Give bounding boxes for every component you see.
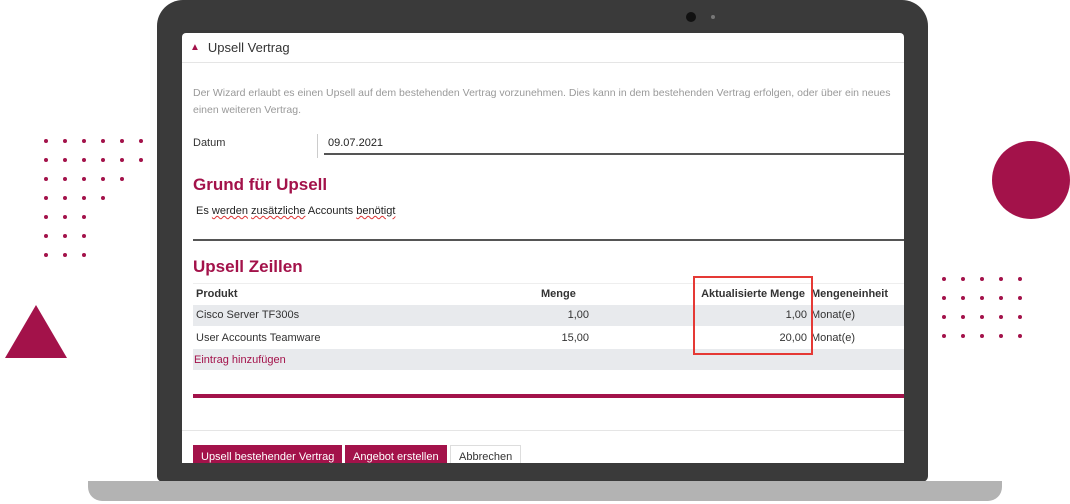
dialog-title: Upsell Vertrag bbox=[207, 40, 290, 55]
decor-dot bbox=[980, 315, 984, 319]
decor-dot bbox=[63, 177, 67, 181]
cell-unit: Monat(e) bbox=[811, 326, 904, 349]
decor-dot bbox=[63, 196, 67, 200]
cell-qty: 1,00 bbox=[493, 304, 593, 327]
highlight-box bbox=[693, 276, 813, 355]
decor-dot bbox=[999, 315, 1003, 319]
decor-triangle bbox=[5, 305, 67, 358]
cell-updated-qty[interactable]: 1,00 bbox=[593, 304, 811, 327]
col-menge: Menge bbox=[493, 283, 593, 305]
date-label: Datum bbox=[193, 137, 226, 149]
decor-dot bbox=[63, 215, 67, 219]
decor-dot bbox=[63, 253, 67, 257]
decor-dot bbox=[82, 139, 86, 143]
word: zusätzliche bbox=[251, 205, 306, 217]
decor-circle bbox=[992, 141, 1070, 219]
decor-dot bbox=[999, 334, 1003, 338]
decor-dot bbox=[942, 315, 946, 319]
cancel-button[interactable]: Abbrechen bbox=[450, 445, 522, 463]
col-mengeneinheit: Mengeneinheit bbox=[811, 283, 904, 305]
create-offer-button[interactable]: Angebot erstellen bbox=[345, 445, 447, 463]
upsell-lines-table: Produkt Menge Aktualisierte Menge Mengen… bbox=[193, 283, 904, 371]
table-row[interactable]: Cisco Server TF300s 1,00 1,00 Monat(e) bbox=[193, 304, 904, 327]
divider bbox=[193, 394, 904, 398]
decor-dot bbox=[961, 315, 965, 319]
decor-dot bbox=[1018, 334, 1022, 338]
decor-dot bbox=[44, 196, 48, 200]
decor-dot bbox=[44, 177, 48, 181]
decor-dot bbox=[44, 139, 48, 143]
decor-dot bbox=[942, 277, 946, 281]
dialog: ▲ Upsell Vertrag Der Wizard erlaubt es e… bbox=[182, 33, 904, 463]
decor-dot bbox=[101, 139, 105, 143]
word: Es bbox=[196, 205, 209, 217]
camera-icon bbox=[686, 12, 696, 22]
decor-dot bbox=[999, 296, 1003, 300]
decor-dot bbox=[82, 158, 86, 162]
decor-dot bbox=[120, 158, 124, 162]
decor-dot bbox=[44, 253, 48, 257]
reason-heading: Grund für Upsell bbox=[193, 175, 328, 194]
decor-dot bbox=[101, 158, 105, 162]
decor-dot bbox=[120, 177, 124, 181]
lines-heading: Upsell Zeillen bbox=[193, 257, 303, 276]
decor-dot bbox=[82, 215, 86, 219]
decor-dot bbox=[82, 234, 86, 238]
date-input[interactable]: 09.07.2021 bbox=[324, 137, 904, 155]
word: Accounts bbox=[307, 205, 354, 217]
table-row[interactable]: User Accounts Teamware 15,00 20,00 Monat… bbox=[193, 326, 904, 349]
gift-icon: ▲ bbox=[190, 42, 200, 53]
decor-dot bbox=[63, 139, 67, 143]
cell-product: Cisco Server TF300s bbox=[193, 304, 493, 327]
decor-dot bbox=[101, 196, 105, 200]
dialog-header: ▲ Upsell Vertrag bbox=[182, 33, 904, 63]
cell-updated-qty[interactable]: 20,00 bbox=[593, 326, 811, 349]
decor-dot bbox=[1018, 315, 1022, 319]
decor-dot bbox=[44, 215, 48, 219]
word: werden bbox=[211, 205, 248, 217]
decor-dot bbox=[44, 158, 48, 162]
decor-dot bbox=[139, 139, 143, 143]
decor-dot bbox=[961, 296, 965, 300]
sensor-icon bbox=[711, 15, 715, 19]
cell-unit: Monat(e) bbox=[811, 304, 904, 327]
decor-dot bbox=[63, 158, 67, 162]
decor-dot bbox=[999, 277, 1003, 281]
description: Der Wizard erlaubt es einen Upsell auf d… bbox=[193, 87, 891, 116]
decor-dot bbox=[980, 296, 984, 300]
word: benötigt bbox=[356, 205, 396, 217]
col-produkt: Produkt bbox=[193, 283, 493, 305]
upsell-existing-button[interactable]: Upsell bestehender Vertrag bbox=[193, 445, 343, 463]
divider bbox=[182, 430, 904, 431]
decor-dot bbox=[942, 296, 946, 300]
decor-dot bbox=[1018, 296, 1022, 300]
decor-dot bbox=[82, 253, 86, 257]
decor-dot bbox=[980, 334, 984, 338]
decor-dot bbox=[82, 196, 86, 200]
cell-qty: 15,00 bbox=[493, 326, 593, 349]
decor-dot bbox=[139, 158, 143, 162]
decor-dot bbox=[961, 277, 965, 281]
col-aktualisierte-menge: Aktualisierte Menge bbox=[593, 283, 811, 305]
reason-text[interactable]: Es werden zusätzliche Accounts benötigt bbox=[196, 205, 395, 217]
decor-dot bbox=[82, 177, 86, 181]
cell-product: User Accounts Teamware bbox=[193, 326, 493, 349]
divider bbox=[193, 239, 904, 241]
decor-dot bbox=[961, 334, 965, 338]
decor-dot bbox=[120, 139, 124, 143]
divider bbox=[317, 134, 318, 158]
decor-dot bbox=[980, 277, 984, 281]
laptop-base bbox=[88, 481, 1002, 501]
decor-dot bbox=[942, 334, 946, 338]
decor-dot bbox=[101, 177, 105, 181]
decor-dot bbox=[63, 234, 67, 238]
decor-dot bbox=[1018, 277, 1022, 281]
decor-dot bbox=[44, 234, 48, 238]
